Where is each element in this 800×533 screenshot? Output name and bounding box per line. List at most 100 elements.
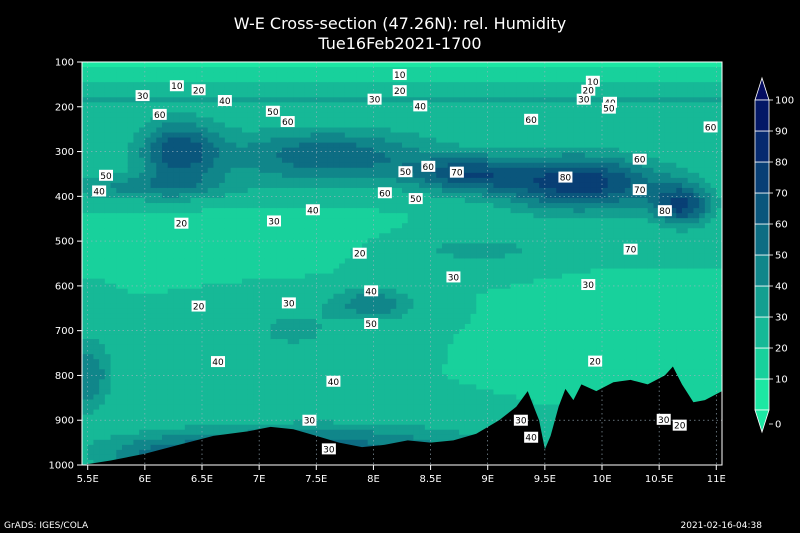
contour-label: 30 [321,443,336,455]
contour-label-text: 60 [705,123,717,133]
chart-subtitle: Tue16Feb2021-1700 [318,34,482,53]
contour-label-text: 40 [415,102,427,112]
contour-label: 50 [364,318,379,330]
contour-label: 60 [280,116,295,128]
x-tick-label: 7E [253,474,266,485]
contour-label-text: 50 [267,108,279,118]
colorbar-label: 40 [775,282,788,293]
plot-frame [81,61,723,466]
contour-label: 40 [217,95,232,107]
colorbar-segment [754,130,770,163]
contour-label-text: 20 [394,87,406,97]
contour-label: 50 [601,102,616,115]
contour-label-text: 20 [176,220,188,230]
colorbar-segment [754,192,770,225]
contour-label-text: 60 [634,156,646,166]
contour-label: 50 [408,193,423,205]
contour-label-text: 20 [589,358,601,368]
contour-label-text: 10 [171,82,183,92]
y-axis: 100 200 300 400 500 600 700 800 900 1000 [49,58,82,472]
contour-label: 10 [585,75,600,88]
contour-label: 30 [135,90,150,102]
contour-label: 50 [398,166,413,178]
colorbar-label: 20 [775,344,788,355]
colorbar-segment [754,161,770,194]
contour-label: 30 [267,215,281,227]
contour-labels: 1010102020203030304040405050606060605040… [92,69,718,455]
contour-label: 20 [174,217,189,230]
colorbar-bottom-arrow [754,409,770,434]
x-tick-label: 9.5E [534,474,556,485]
contour-label-text: 30 [578,96,590,106]
contour-label-text: 60 [282,118,294,128]
contour-label-text: 60 [525,116,537,126]
contour-label-text: 30 [658,416,670,426]
footer-right: 2021-02-16-04:38 [680,521,763,531]
contour-label: 20 [581,84,596,97]
contour-label: 30 [302,414,317,427]
colorbar-label: 80 [775,158,788,169]
colorbar-label: 10 [775,375,788,386]
contour-label: 10 [169,80,184,92]
contour-label: 60 [703,121,718,133]
colorbar-label: 90 [775,127,788,138]
contour-label: 30 [656,413,671,426]
terrain-silhouette [82,366,722,465]
contour-label-text: 60 [423,163,435,173]
contour-label: 80 [558,171,573,184]
contour-label: 60 [377,187,392,199]
contour-label-text: 30 [283,299,295,309]
contour-label-text: 20 [674,422,686,432]
contour-label-text: 40 [219,97,231,107]
contour-label-text: 40 [525,434,537,444]
contour-label: 40 [364,285,379,297]
contour-label: 70 [449,166,464,179]
colorbar-top-arrow [754,76,770,101]
contour-label: 20 [191,84,206,96]
contour-label: 60 [421,160,436,173]
contour-label: 40 [413,100,428,112]
contour-label-text: 30 [448,273,460,283]
contour-label-text: 70 [451,169,463,179]
contour-label-text: 30 [369,96,381,106]
contour-label: 30 [281,297,296,309]
y-tick-label: 300 [55,147,74,158]
y-tick-label: 900 [55,416,74,427]
colorbar-label: 100 [775,96,794,107]
contour-label-text: 10 [394,71,406,81]
contour-label: 70 [623,243,638,256]
x-tick-label: 8.5E [419,474,441,485]
contour-label-text: 50 [365,320,377,330]
contour-label: 80 [657,205,672,217]
x-tick-label: 10.5E [645,474,674,485]
contour-label-text: 20 [583,87,595,97]
contour-label-text: 40 [93,187,105,197]
x-tick-label: 8E [367,474,380,485]
y-tick-label: 400 [55,192,74,203]
contour-label: 40 [305,204,320,216]
contour-label: 30 [581,279,596,291]
contour-label: 10 [392,69,407,81]
contour-label: 50 [99,169,113,182]
y-tick-label: 100 [55,58,74,69]
colorbar: 0 10 20 30 40 50 60 70 80 90 100 [754,76,794,434]
x-axis: 5.5E 6E 6.5E 7E 7.5E 8E 8.5E 9E 9.5E 10E 10.5E 11E [77,465,726,485]
y-tick-label: 200 [55,102,74,113]
humidity-field [82,62,722,465]
contour-label-text: 40 [307,206,319,216]
contour-label-text: 30 [137,92,149,102]
colorbar-segment [754,285,770,318]
contour-label-text: 50 [400,168,412,178]
contour-label-text: 50 [410,195,422,205]
contour-label: 20 [392,85,407,97]
contour-label: 40 [326,375,341,388]
contour-label-text: 20 [354,250,366,260]
contour-label-text: 60 [379,189,391,199]
y-tick-label: 700 [55,326,74,337]
contour-label: 30 [367,93,382,106]
contour-label: 20 [191,300,206,313]
colorbar-segment [754,99,770,132]
contour-label-text: 40 [365,287,377,297]
contour-label: 20 [352,247,367,260]
